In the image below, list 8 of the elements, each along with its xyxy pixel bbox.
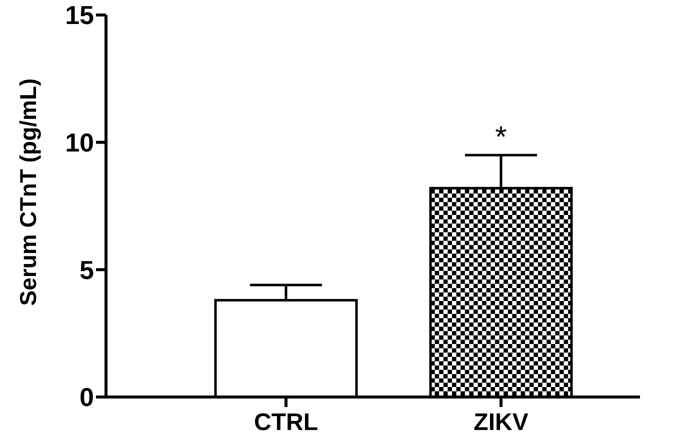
y-tick-label: 10 (65, 127, 94, 158)
annotation: * (495, 121, 508, 154)
y-tick-label: 5 (80, 254, 94, 285)
y-tick-label: 15 (65, 0, 94, 30)
x-tick-label: ZIKV (474, 409, 528, 436)
y-axis-title: Serum CTnT (pg/mL) (15, 78, 41, 306)
x-tick-label: CTRL (254, 409, 318, 436)
y-tick-label: 0 (80, 382, 94, 412)
